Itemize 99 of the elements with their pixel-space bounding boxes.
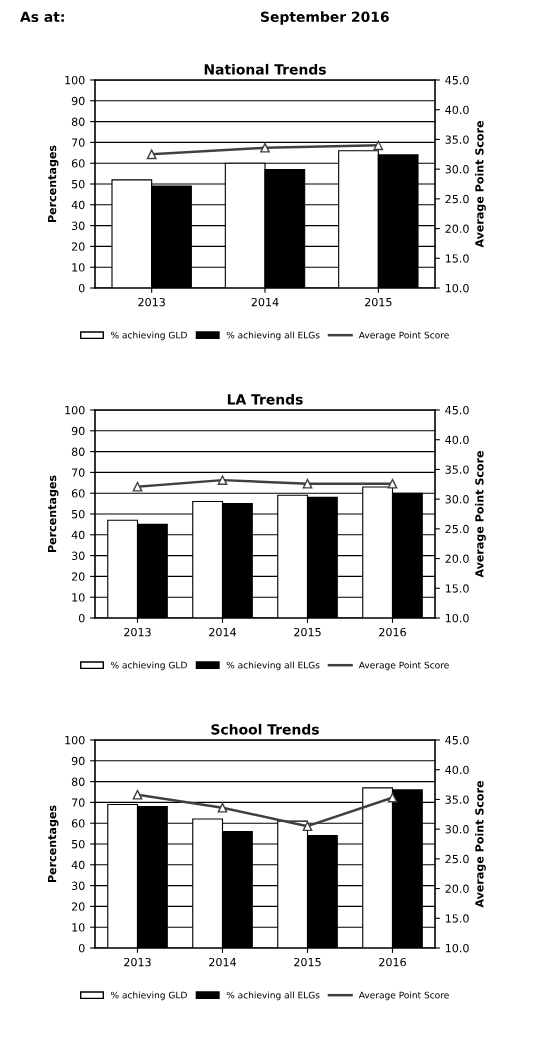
y2-tick-label: 40.0 [445, 105, 469, 115]
y2-axis-title: Average Point Score [475, 450, 486, 578]
y-tick-label: 20 [71, 242, 85, 251]
y-tick-label: 60 [71, 489, 85, 498]
legend-label: % achieving GLD [111, 661, 187, 671]
y2-tick-label: 40.0 [445, 435, 469, 445]
y-tick-label: 0 [78, 283, 85, 293]
y2-tick-label: 25.0 [445, 194, 469, 204]
y-tick-label: 60 [71, 159, 85, 168]
x-tick-label: 2015 [365, 297, 392, 307]
point [387, 478, 398, 489]
y2-axis-title: Average Point Score [475, 120, 486, 248]
text: As at: [20, 11, 64, 23]
y2-tick-label: 40.0 [445, 765, 469, 775]
y-tick-label: 30 [71, 551, 85, 560]
y-tick-label: 0 [78, 943, 85, 953]
y2-tick-label: 15.0 [445, 914, 469, 923]
y-tick-label: 70 [72, 138, 85, 147]
y2-tick-label: 35.0 [445, 795, 469, 804]
x-tick-label: 2016 [379, 957, 406, 967]
legend-label: Average Point Score [358, 661, 449, 671]
y-tick-label: 60 [71, 819, 85, 828]
y2-tick-label: 10.0 [445, 283, 469, 293]
point [302, 821, 313, 832]
x-tick-label: 2014 [209, 627, 237, 637]
y2-tick-label: 45.0 [445, 405, 469, 415]
legend-label: % achieving all ELGs [226, 331, 320, 341]
y2-tick-label: 30.0 [445, 495, 469, 504]
y-axis-title: Percentages [48, 145, 59, 223]
y-tick-label: 50 [72, 509, 85, 519]
y2-axis-title: Average Point Score [475, 780, 486, 908]
point [146, 149, 157, 160]
x-tick-label: 2013 [124, 957, 151, 967]
y2-tick-label: 15.0 [445, 584, 469, 593]
chart-title: School Trends [211, 723, 319, 735]
y-tick-label: 0 [78, 613, 85, 623]
y-tick-label: 20 [71, 572, 85, 581]
y2-tick-label: 45.0 [445, 735, 469, 745]
y2-tick-label: 30.0 [445, 825, 469, 834]
y-axis-title: Percentages [48, 475, 59, 553]
x-tick-label: 2014 [251, 297, 279, 307]
y2-tick-label: 10.0 [445, 943, 469, 953]
y-tick-label: 30 [71, 881, 85, 890]
y2-tick-label: 35.0 [445, 135, 469, 144]
y-tick-label: 40 [71, 530, 85, 540]
y-tick-label: 50 [72, 179, 85, 189]
legend-label: % achieving GLD [111, 991, 187, 1001]
y2-tick-label: 25.0 [445, 854, 469, 864]
y2-tick-label: 30.0 [445, 165, 469, 174]
y-tick-label: 80 [71, 447, 85, 456]
x-tick-label: 2013 [124, 627, 151, 637]
y2-tick-label: 10.0 [445, 613, 469, 623]
y-tick-label: 10 [72, 263, 85, 272]
x-tick-label: 2013 [138, 297, 165, 307]
y-tick-label: 20 [71, 902, 85, 911]
y2-tick-label: 20.0 [445, 224, 469, 233]
y-tick-label: 50 [72, 839, 85, 849]
y-tick-label: 80 [71, 777, 85, 786]
y2-tick-label: 45.0 [445, 75, 469, 85]
y-tick-label: 100 [65, 75, 85, 85]
legend-label: % achieving all ELGs [226, 991, 320, 1001]
point [387, 792, 398, 803]
y2-tick-label: 20.0 [445, 884, 469, 893]
point [260, 142, 270, 153]
y-tick-label: 30 [71, 221, 85, 230]
point [373, 140, 384, 151]
y-tick-label: 70 [72, 468, 85, 477]
y2-tick-label: 35.0 [445, 465, 469, 474]
text: September 2016 [261, 11, 389, 25]
chart-title: LA Trends [227, 393, 303, 405]
chart-title: National Trends [204, 63, 326, 75]
y2-tick-label: 15.0 [445, 254, 469, 263]
y-tick-label: 90 [71, 96, 85, 106]
x-tick-label: 2016 [379, 627, 406, 637]
point [217, 802, 228, 813]
legend-label: % achieving all ELGs [226, 661, 320, 671]
point [217, 475, 228, 485]
legend-label: Average Point Score [358, 331, 449, 341]
y-tick-label: 40 [71, 860, 85, 870]
y-tick-label: 90 [71, 426, 85, 436]
x-tick-label: 2015 [294, 957, 321, 967]
x-tick-label: 2015 [294, 627, 321, 637]
x-tick-label: 2014 [209, 957, 237, 967]
y-tick-label: 80 [71, 117, 85, 126]
point [132, 789, 143, 800]
y-axis-title: Percentages [48, 805, 59, 883]
legend-label: Average Point Score [358, 991, 449, 1001]
y-tick-label: 40 [71, 200, 85, 210]
legend-label: % achieving GLD [111, 331, 187, 341]
point [302, 478, 313, 489]
y-tick-label: 100 [65, 735, 85, 745]
y-tick-label: 70 [72, 798, 85, 807]
y-tick-label: 90 [71, 756, 85, 766]
y-tick-label: 10 [72, 593, 85, 602]
y-tick-label: 100 [65, 405, 85, 415]
y2-tick-label: 25.0 [445, 524, 469, 534]
y2-tick-label: 20.0 [445, 554, 469, 563]
y-tick-label: 10 [72, 923, 85, 932]
point [132, 481, 143, 492]
